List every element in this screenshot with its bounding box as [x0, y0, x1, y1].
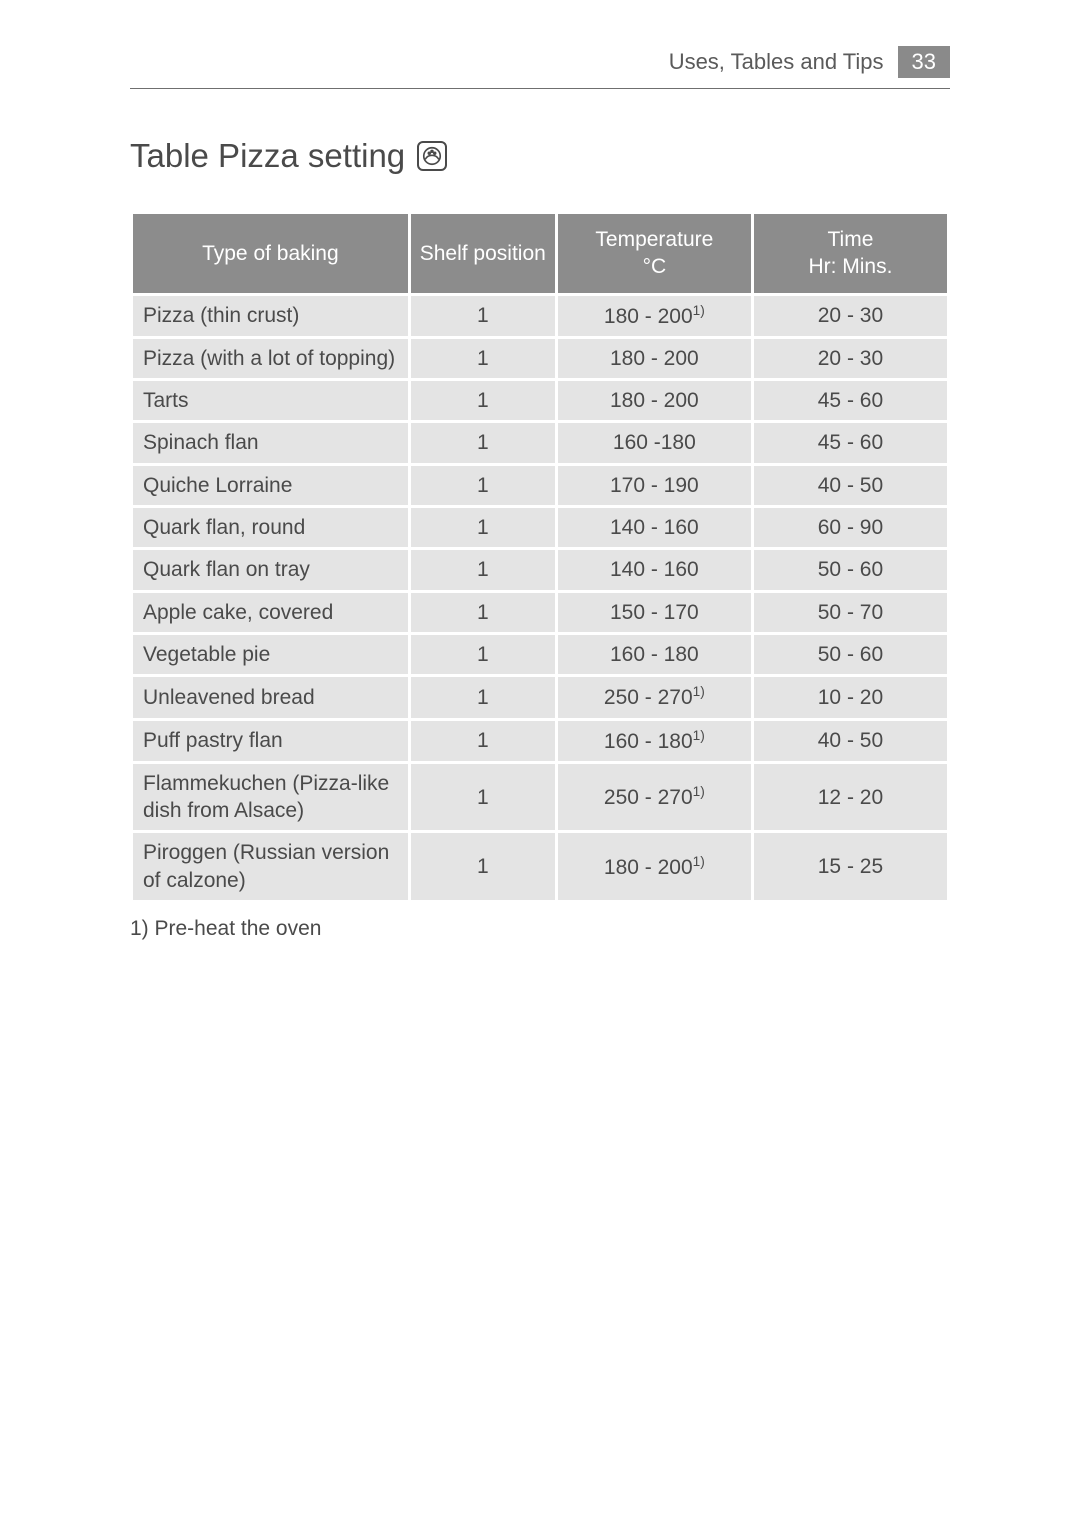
cell-time: 12 - 20: [752, 762, 948, 832]
col-header-temperature: Temperature °C: [556, 213, 752, 295]
table-row: Apple cake, covered1150 - 17050 - 70: [132, 591, 949, 633]
cell-type: Piroggen (Russian version of calzone): [132, 832, 410, 902]
col-header-temp-l1: Temperature: [566, 226, 743, 253]
table-row: Spinach flan1160 -18045 - 60: [132, 422, 949, 464]
table-row: Tarts1180 - 20045 - 60: [132, 380, 949, 422]
cell-shelf: 1: [409, 633, 556, 675]
breadcrumb: Uses, Tables and Tips: [669, 49, 884, 75]
cell-shelf: 1: [409, 676, 556, 719]
footnote: 1) Pre-heat the oven: [130, 917, 950, 941]
section-title-text: Table Pizza setting: [130, 137, 405, 175]
cell-shelf: 1: [409, 591, 556, 633]
col-header-time-l1: Time: [762, 226, 939, 253]
cell-type: Apple cake, covered: [132, 591, 410, 633]
cell-type: Tarts: [132, 380, 410, 422]
table-row: Quark flan on tray1140 - 16050 - 60: [132, 549, 949, 591]
cell-type: Spinach flan: [132, 422, 410, 464]
table-row: Pizza (thin crust)1180 - 2001)20 - 30: [132, 294, 949, 337]
temperature-footnote-ref: 1): [693, 303, 705, 318]
table-row: Quark flan, round1140 - 16060 - 90: [132, 507, 949, 549]
col-header-type: Type of baking: [132, 213, 410, 295]
cell-shelf: 1: [409, 337, 556, 379]
cell-shelf: 1: [409, 719, 556, 762]
cell-temperature: 140 - 160: [556, 507, 752, 549]
table-row: Pizza (with a lot of topping)1180 - 2002…: [132, 337, 949, 379]
cell-temperature: 180 - 200: [556, 337, 752, 379]
cell-type: Pizza (thin crust): [132, 294, 410, 337]
cell-type: Flammekuchen (Pizza-like dish from Alsac…: [132, 762, 410, 832]
col-header-temp-l2: °C: [566, 253, 743, 280]
cell-time: 10 - 20: [752, 676, 948, 719]
temperature-footnote-ref: 1): [693, 728, 705, 743]
cell-temperature: 180 - 2001): [556, 294, 752, 337]
cell-shelf: 1: [409, 832, 556, 902]
cell-temperature: 250 - 2701): [556, 762, 752, 832]
cell-shelf: 1: [409, 507, 556, 549]
cell-temperature: 140 - 160: [556, 549, 752, 591]
cell-time: 50 - 60: [752, 633, 948, 675]
cell-shelf: 1: [409, 422, 556, 464]
cell-time: 20 - 30: [752, 294, 948, 337]
cell-time: 40 - 50: [752, 464, 948, 506]
cell-type: Quark flan on tray: [132, 549, 410, 591]
cell-temperature: 170 - 190: [556, 464, 752, 506]
cell-shelf: 1: [409, 464, 556, 506]
cell-time: 45 - 60: [752, 422, 948, 464]
table-row: Unleavened bread1250 - 2701)10 - 20: [132, 676, 949, 719]
temperature-footnote-ref: 1): [693, 854, 705, 869]
table-row: Flammekuchen (Pizza-like dish from Alsac…: [132, 762, 949, 832]
table-row: Piroggen (Russian version of calzone)118…: [132, 832, 949, 902]
cell-temperature: 150 - 170: [556, 591, 752, 633]
cell-type: Unleavened bread: [132, 676, 410, 719]
col-header-time: Time Hr: Mins.: [752, 213, 948, 295]
table-header-row: Type of baking Shelf position Temperatur…: [132, 213, 949, 295]
temperature-footnote-ref: 1): [693, 784, 705, 799]
table-row: Vegetable pie1160 - 18050 - 60: [132, 633, 949, 675]
col-header-time-l2: Hr: Mins.: [762, 253, 939, 280]
cell-time: 45 - 60: [752, 380, 948, 422]
cell-type: Puff pastry flan: [132, 719, 410, 762]
cell-time: 20 - 30: [752, 337, 948, 379]
cell-shelf: 1: [409, 762, 556, 832]
cell-temperature: 180 - 2001): [556, 832, 752, 902]
table-row: Quiche Lorraine1170 - 19040 - 50: [132, 464, 949, 506]
cell-temperature: 180 - 200: [556, 380, 752, 422]
baking-table: Type of baking Shelf position Temperatur…: [130, 211, 950, 903]
cell-time: 50 - 70: [752, 591, 948, 633]
cell-shelf: 1: [409, 294, 556, 337]
section-title: Table Pizza setting: [130, 137, 950, 175]
cell-time: 50 - 60: [752, 549, 948, 591]
cell-temperature: 250 - 2701): [556, 676, 752, 719]
cell-time: 60 - 90: [752, 507, 948, 549]
cell-type: Quark flan, round: [132, 507, 410, 549]
cell-time: 40 - 50: [752, 719, 948, 762]
cell-shelf: 1: [409, 380, 556, 422]
cell-type: Vegetable pie: [132, 633, 410, 675]
pizza-icon: [417, 141, 447, 171]
cell-temperature: 160 - 1801): [556, 719, 752, 762]
page-number-badge: 33: [898, 46, 950, 78]
cell-type: Quiche Lorraine: [132, 464, 410, 506]
cell-temperature: 160 -180: [556, 422, 752, 464]
page-header: Uses, Tables and Tips 33: [130, 0, 950, 89]
cell-temperature: 160 - 180: [556, 633, 752, 675]
col-header-shelf: Shelf position: [409, 213, 556, 295]
cell-type: Pizza (with a lot of topping): [132, 337, 410, 379]
table-row: Puff pastry flan1160 - 1801)40 - 50: [132, 719, 949, 762]
temperature-footnote-ref: 1): [693, 684, 705, 699]
cell-shelf: 1: [409, 549, 556, 591]
cell-time: 15 - 25: [752, 832, 948, 902]
